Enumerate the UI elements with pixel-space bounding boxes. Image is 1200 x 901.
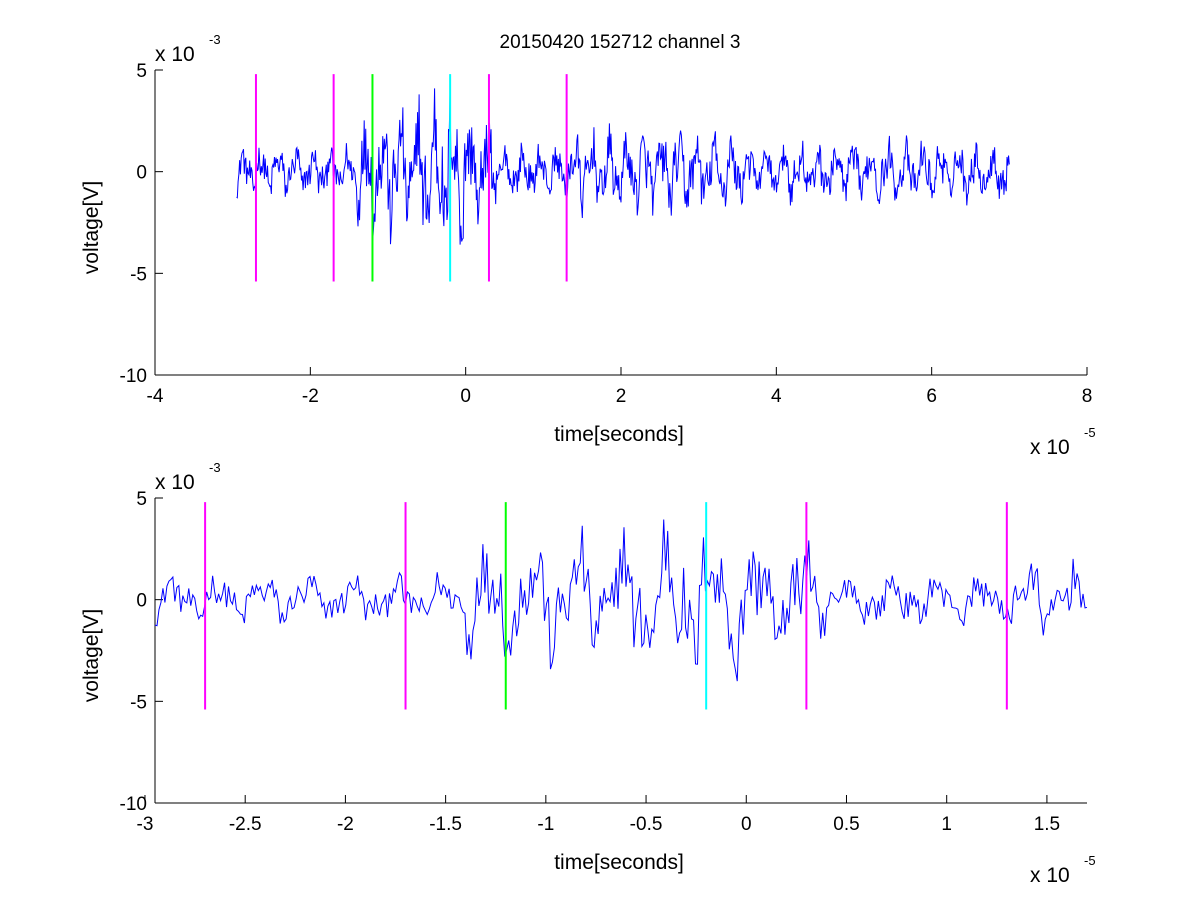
bottom-subplot: -3 -2.5 -2 -1.5 -1 -0.5 0 0.5 1 1.5 -10 -5 0 5 time[se… xyxy=(80,460,1096,887)
x-exponent-label: x 10 xyxy=(1030,436,1070,459)
y-exponent-label: x 10 xyxy=(155,471,195,494)
x-tick-label: -4 xyxy=(147,386,164,407)
x-tick-label: 0 xyxy=(460,386,471,407)
figure-title: 20150420 152712 channel 3 xyxy=(500,32,741,53)
x-tick-label: -0.5 xyxy=(630,814,663,835)
y-tick-label: -10 xyxy=(120,366,147,387)
x-tick-label: 4 xyxy=(771,386,782,407)
y-axis-label: voltage[V] xyxy=(80,181,103,274)
x-exponent-label: x 10 xyxy=(1030,864,1070,887)
y-axis-label: voltage[V] xyxy=(80,609,103,702)
y-exponent-power: -3 xyxy=(209,460,221,475)
top-subplot: -4 -2 0 2 4 6 8 -10 -5 0 5 time[seconds] voltage[V] x… xyxy=(80,32,1096,459)
x-tick-label: 8 xyxy=(1082,386,1093,407)
signal-trace xyxy=(154,519,1088,682)
x-tick-label: 6 xyxy=(926,386,937,407)
x-exponent-power: -5 xyxy=(1084,853,1096,868)
x-tick-label: 0 xyxy=(741,814,752,835)
x-tick-label: -2.5 xyxy=(229,814,262,835)
y-tick-label: 0 xyxy=(136,591,147,612)
signal-trace xyxy=(236,88,1010,245)
y-tick-label: -10 xyxy=(120,794,147,815)
y-tick-label: 5 xyxy=(136,61,147,82)
x-axis-label: time[seconds] xyxy=(554,423,684,446)
x-tick-label: 2 xyxy=(616,386,627,407)
x-exponent-power: -5 xyxy=(1084,425,1096,440)
x-tick-label: -1 xyxy=(537,814,554,835)
y-exponent-label: x 10 xyxy=(155,43,195,66)
y-tick-label: -5 xyxy=(130,264,147,285)
y-exponent-power: -3 xyxy=(209,32,221,47)
y-tick-label: 5 xyxy=(136,489,147,510)
y-tick-label: -5 xyxy=(130,692,147,713)
x-tick-label: -2 xyxy=(337,814,354,835)
x-tick-label: 1 xyxy=(941,814,952,835)
x-tick-label: 1.5 xyxy=(1034,814,1060,835)
x-tick-label: 0.5 xyxy=(833,814,859,835)
x-tick-label: -2 xyxy=(302,386,319,407)
x-tick-label: -1.5 xyxy=(429,814,462,835)
y-tick-label: 0 xyxy=(136,163,147,184)
x-axis-label: time[seconds] xyxy=(554,851,684,874)
x-tick-label: -3 xyxy=(137,814,154,835)
